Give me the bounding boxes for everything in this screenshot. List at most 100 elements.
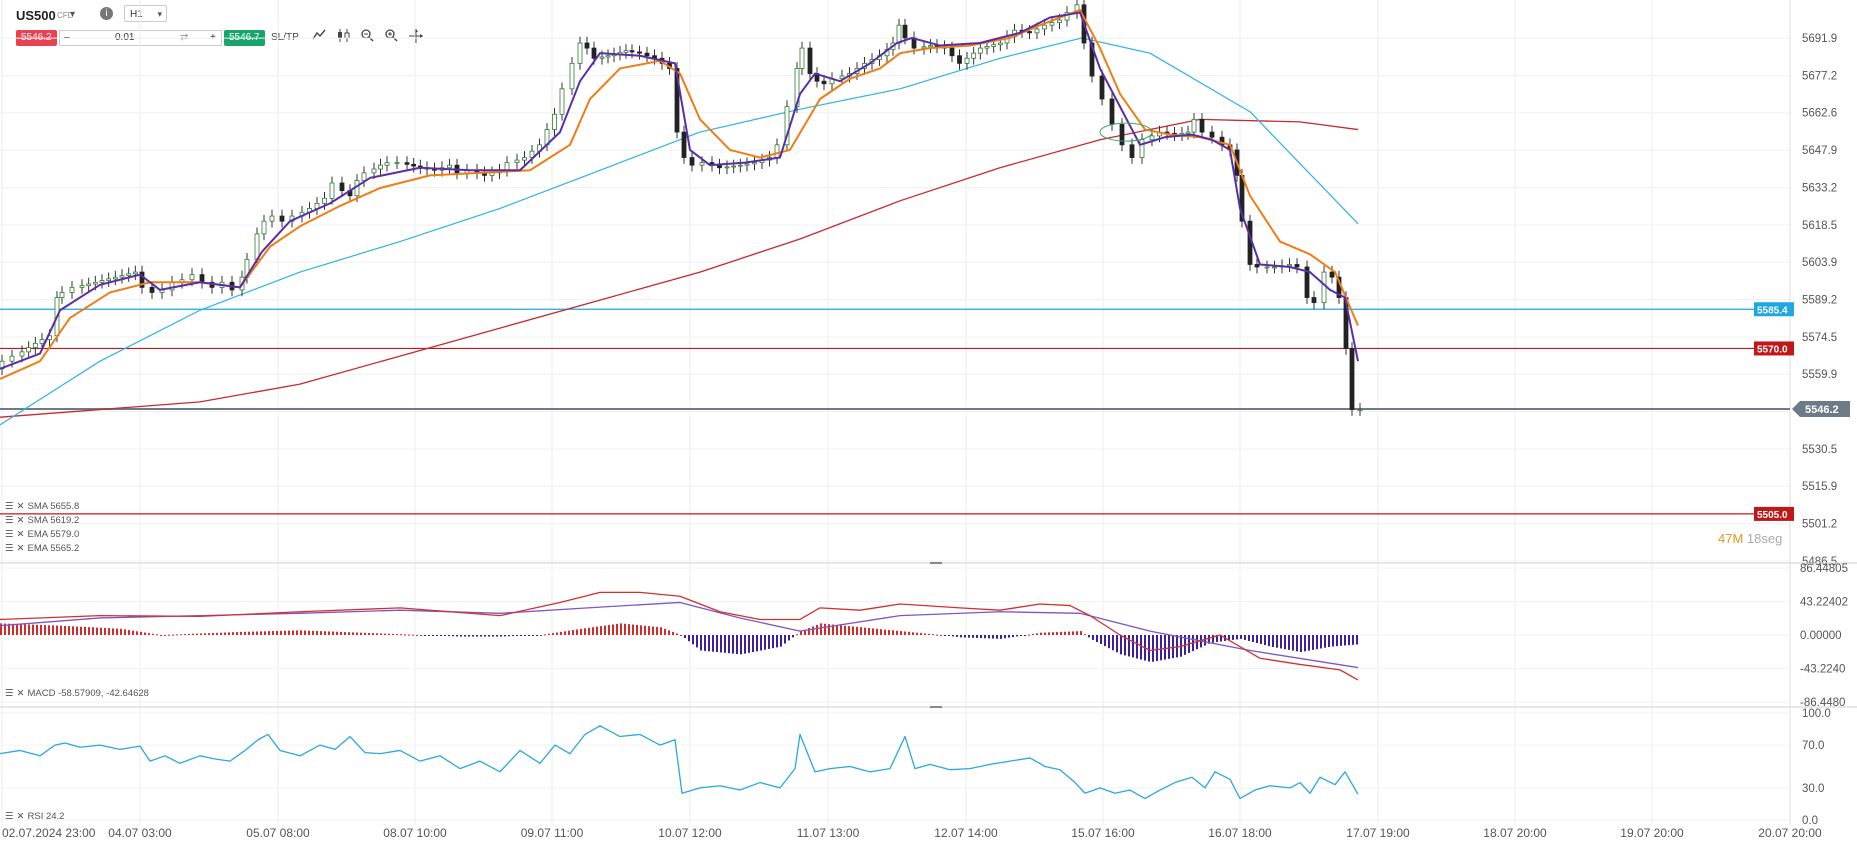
candle [371, 168, 377, 174]
legend-menu-icon[interactable]: ☰ [5, 811, 14, 822]
sltp-button[interactable]: SL/TP [271, 32, 299, 43]
indicator-label: SMA 5655.8 [27, 501, 80, 512]
candle [59, 292, 65, 298]
macd-histogram-bar [548, 633, 550, 635]
candle [1185, 131, 1191, 134]
macd-histogram-bar [1104, 635, 1106, 647]
candle [1304, 266, 1310, 298]
info-icon[interactable]: i [100, 7, 113, 20]
macd-histogram-bar [1240, 635, 1242, 639]
macd-histogram-bar [676, 633, 678, 635]
macd-histogram-bar [1004, 635, 1006, 639]
candle [1321, 271, 1327, 304]
legend-menu-icon[interactable]: ☰ [5, 515, 14, 526]
macd-histogram-bar [956, 635, 958, 637]
macd-histogram-bar [112, 628, 114, 635]
macd-histogram-bar [132, 630, 134, 635]
macd-histogram-bar [1000, 635, 1002, 639]
plus-button[interactable]: + [210, 32, 216, 43]
candle [1209, 131, 1215, 138]
macd-histogram-bar [412, 634, 414, 636]
macd-histogram-bar [1248, 635, 1250, 641]
macd-histogram-bar [84, 626, 86, 635]
x-tick-label: 08.07 10:00 [383, 826, 447, 840]
macd-histogram-bar [836, 624, 838, 635]
macd-histogram-bar [1220, 635, 1222, 642]
quantity-value[interactable]: 0.01 [115, 32, 135, 43]
macd-histogram-bar [48, 625, 50, 635]
macd-histogram-bar [784, 635, 786, 644]
close-icon[interactable]: ✕ [16, 811, 25, 822]
macd-histogram-bar [440, 635, 442, 636]
candle [132, 271, 138, 275]
macd-histogram-bar [288, 630, 290, 635]
macd-histogram-bar [680, 635, 682, 636]
legend-menu-icon[interactable]: ☰ [5, 501, 14, 512]
candle [394, 162, 400, 165]
y-tick-label: 5501.2 [1802, 519, 1837, 531]
candle [1272, 266, 1277, 269]
macd-histogram-bar [248, 631, 250, 635]
indicator-legend-row: ☰ ✕ EMA 5579.0 [2, 529, 79, 543]
close-icon[interactable]: ✕ [16, 515, 25, 526]
close-icon[interactable]: ✕ [16, 501, 25, 512]
swap-icon[interactable]: ⇄ [180, 32, 189, 43]
close-icon[interactable]: ✕ [16, 688, 25, 699]
macd-histogram-bar [972, 635, 974, 638]
macd-histogram-bar [976, 635, 978, 638]
macd-histogram-bar [500, 635, 502, 637]
legend-menu-icon[interactable]: ☰ [5, 688, 14, 699]
macd-histogram-bar [964, 635, 966, 638]
macd-legend-label: MACD -58.57909, -42.64628 [27, 688, 149, 699]
current-price-tag [1792, 401, 1850, 418]
macd-histogram-bar [104, 627, 106, 635]
macd-histogram-bar [724, 635, 726, 653]
candle [821, 80, 827, 85]
candle [991, 44, 997, 47]
macd-histogram-bar [1080, 631, 1082, 635]
candle [957, 55, 962, 64]
macd-histogram-bar [4, 623, 6, 635]
macd-histogram-bar [328, 631, 330, 635]
macd-histogram-bar [644, 625, 646, 635]
caret-down-icon[interactable]: ▾ [70, 9, 76, 20]
macd-histogram-bar [348, 632, 350, 635]
macd-histogram-bar [1228, 635, 1230, 641]
macd-histogram-bar [280, 630, 282, 635]
macd-histogram-bar [140, 631, 142, 635]
macd-histogram-bar [16, 623, 18, 635]
macd-histogram-bar [428, 635, 430, 636]
macd-histogram-bar [1128, 635, 1130, 657]
minus-button[interactable]: – [64, 32, 70, 43]
macd-histogram-bar [1232, 635, 1234, 640]
rsi-legend: ☰ ✕ RSI 24.2 [2, 811, 64, 822]
macd-histogram-bar [716, 635, 718, 653]
legend-menu-icon[interactable]: ☰ [5, 543, 14, 554]
close-icon[interactable]: ✕ [16, 529, 25, 540]
candle [623, 50, 629, 53]
line-chart-icon[interactable] [312, 29, 326, 44]
macd-histogram-bar [1348, 635, 1350, 646]
macd-histogram-bar [388, 633, 390, 635]
macd-histogram-bar [740, 635, 742, 655]
close-icon[interactable]: ✕ [16, 543, 25, 554]
legend-menu-icon[interactable]: ☰ [5, 529, 14, 540]
macd-histogram-bar [484, 635, 486, 637]
macd-histogram-bar [116, 628, 118, 635]
macd-histogram-bar [356, 632, 358, 635]
macd-histogram-bar [1012, 635, 1014, 638]
timeframe-select[interactable]: H1 ▾ [124, 5, 167, 22]
macd-histogram-bar [952, 635, 954, 637]
symbol-name[interactable]: US500 [16, 8, 56, 23]
macd-histogram-bar [772, 635, 774, 649]
macd-histogram-bar [236, 632, 238, 635]
macd-histogram-bar [812, 626, 814, 635]
macd-histogram-bar [820, 623, 822, 635]
macd-histogram-bar [1052, 632, 1054, 635]
macd-histogram-bar [528, 635, 530, 636]
macd-histogram-bar [928, 633, 930, 635]
macd-histogram-bar [608, 625, 610, 635]
macd-histogram-bar [1252, 635, 1254, 642]
macd-histogram-bar [688, 635, 690, 642]
